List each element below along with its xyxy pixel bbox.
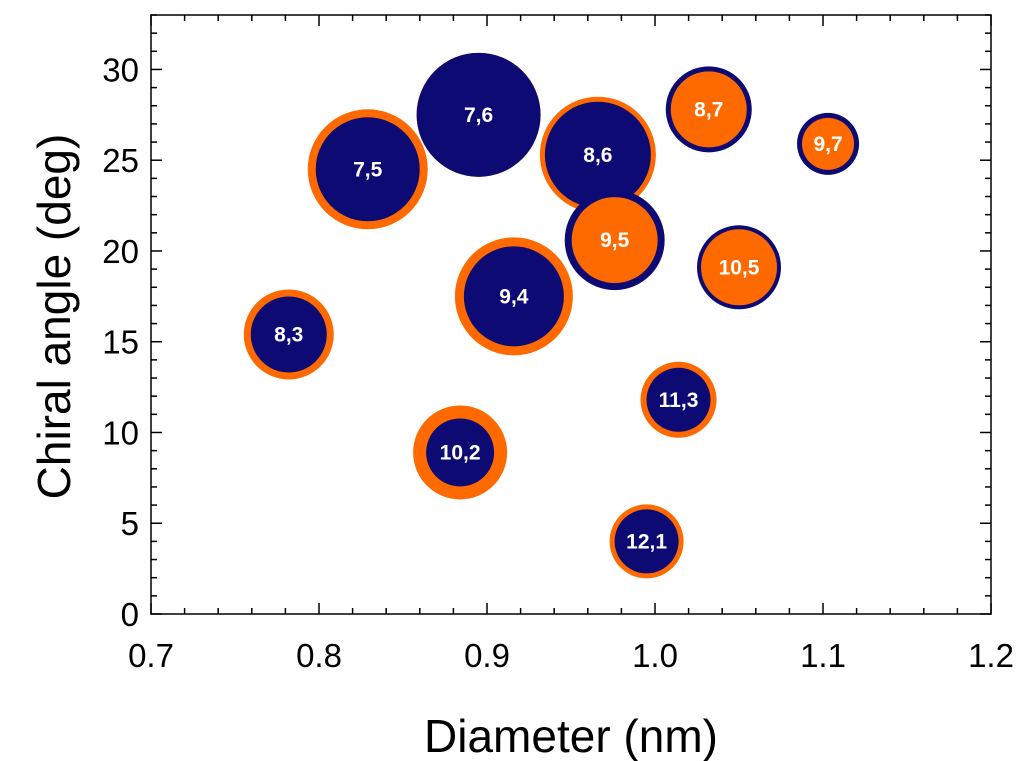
bubbles-layer: 8,3 7,5 7,6 10,2 9,4 8,6 9,5 8,7 9,7 10,5 11,3 12,1 (243, 52, 860, 579)
bubble-8-6: 8,6 (539, 96, 656, 213)
y-axis-title: Chiral angle (deg) (28, 134, 80, 500)
bubble-12-1: 12,1 (609, 504, 684, 579)
y-tick-label: 5 (121, 505, 139, 542)
x-tick-label: 1.0 (632, 637, 678, 674)
x-tick-label: 1.1 (800, 637, 846, 674)
tick-labels-layer: 0.7 0.8 0.9 1.0 1.1 1.2 0 5 10 15 20 25 30 (102, 51, 1014, 674)
bubble-label: 8,3 (274, 323, 303, 346)
bubble-inner-disc (646, 367, 711, 432)
bubble-inner-disc (250, 296, 327, 373)
bubble-inner-disc (315, 117, 420, 222)
bubble-10-2: 10,2 (413, 405, 508, 500)
bubble-9-7: 9,7 (797, 112, 860, 175)
bubble-label: 7,5 (353, 158, 383, 181)
bubble-label: 10,2 (440, 441, 481, 464)
y-tick-label: 10 (102, 414, 139, 451)
bubble-label: 10,5 (719, 256, 760, 279)
bubble-7-6: 7,6 (416, 52, 541, 177)
bubble-label: 8,6 (583, 144, 612, 167)
bubble-inner-disc (701, 229, 777, 306)
bubble-inner-disc (670, 71, 747, 148)
x-tick-label: 0.8 (296, 637, 342, 674)
bubble-label: 8,7 (694, 98, 723, 121)
bubble-inner-disc (571, 197, 658, 284)
bubble-7-5: 7,5 (307, 109, 428, 230)
bubble-label: 9,5 (600, 229, 630, 252)
x-axis-title: Diameter (nm) (424, 710, 718, 761)
x-tick-label: 0.9 (464, 637, 510, 674)
y-tick-label: 25 (102, 142, 139, 179)
bubble-inner-disc (614, 509, 679, 574)
bubble-9-5: 9,5 (564, 190, 665, 291)
bubble-label: 9,4 (499, 285, 529, 308)
y-tick-label: 15 (102, 324, 139, 361)
bubble-label: 12,1 (626, 530, 667, 553)
bubble-inner-disc (463, 246, 564, 347)
bubble-inner-disc (802, 117, 855, 170)
bubble-11-3: 11,3 (640, 361, 717, 438)
bubble-label: 9,7 (813, 133, 842, 156)
bubble-label: 7,6 (464, 104, 493, 127)
bubble-inner-disc (426, 418, 495, 487)
x-tick-label: 0.7 (128, 637, 174, 674)
bubble-label: 11,3 (659, 389, 699, 412)
y-tick-label: 0 (121, 596, 139, 633)
y-tick-label: 30 (102, 51, 139, 88)
plot-frame (150, 14, 992, 615)
y-tick-label: 20 (102, 233, 139, 270)
bubble-8-3: 8,3 (243, 289, 334, 380)
bubble-9-4: 9,4 (454, 237, 573, 356)
bubble-10-5: 10,5 (697, 225, 781, 310)
bubble-inner-disc (416, 52, 541, 177)
bubble-8-7: 8,7 (665, 66, 752, 153)
bubble-inner-disc (544, 101, 651, 208)
x-tick-label: 1.2 (968, 637, 1014, 674)
